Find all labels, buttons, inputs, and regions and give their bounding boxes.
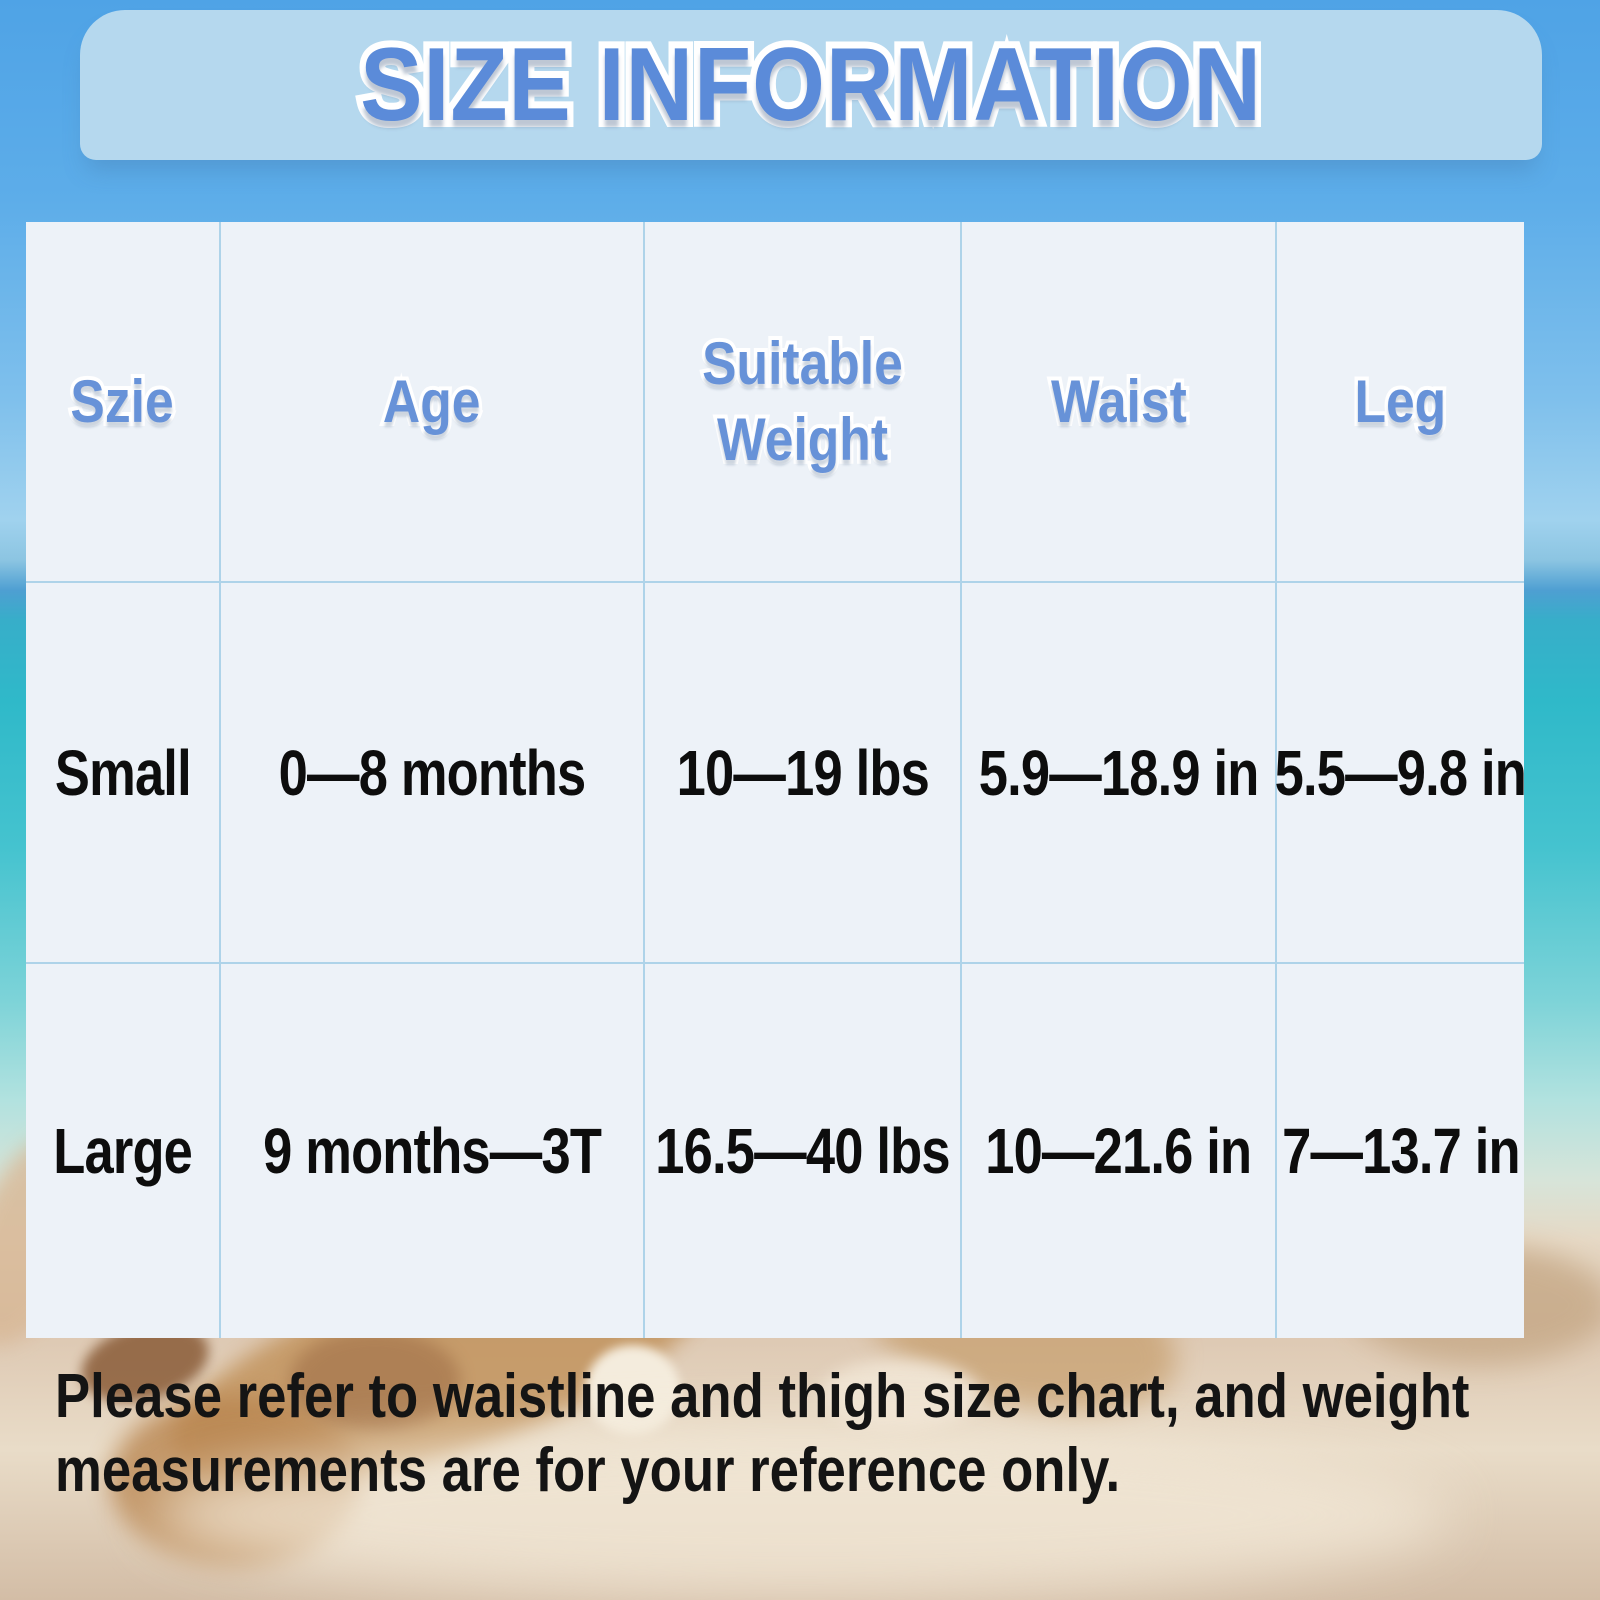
page-title: SIZE INFORMATION: [354, 20, 1268, 150]
cell-large-weight: 16.5—40 lbs: [645, 964, 962, 1338]
column-header-suitable-weight: Suitable Weight: [645, 222, 962, 583]
spotted-shell-decoration: [290, 1330, 460, 1430]
column-header-size: Szie: [26, 222, 221, 583]
white-shell-decoration: [585, 1345, 680, 1435]
sand-ridge-highlight: [150, 1430, 1450, 1600]
column-header-waist: Waist: [962, 222, 1277, 583]
cell-small-age: 0—8 months: [221, 583, 645, 964]
cell-small-leg: 5.5—9.8 in: [1275, 583, 1527, 964]
cell-small-size: Small: [26, 583, 221, 964]
title-banner: SIZE INFORMATION: [80, 10, 1542, 160]
cell-large-size: Large: [26, 964, 221, 1338]
footer-note-line1: Please refer to waistline and thigh size…: [55, 1362, 1470, 1431]
footer-note: Please refer to waistline and thigh size…: [55, 1360, 1600, 1508]
cell-large-waist: 10—21.6 in: [962, 964, 1277, 1338]
size-table: Szie Age Suitable Weight Waist Leg Small…: [26, 222, 1527, 1338]
cell-small-waist: 5.9—18.9 in: [962, 583, 1277, 964]
footer-note-line2: measurements are for your reference only…: [55, 1436, 1121, 1505]
column-header-leg: Leg: [1277, 222, 1524, 583]
column-header-age: Age: [221, 222, 645, 583]
cell-large-leg: 7—13.7 in: [1281, 1115, 1520, 1187]
cream-shell-decoration: [820, 1360, 980, 1430]
cell-small-weight: 10—19 lbs: [645, 583, 962, 964]
cell-large-age: 9 months—3T: [221, 964, 645, 1338]
